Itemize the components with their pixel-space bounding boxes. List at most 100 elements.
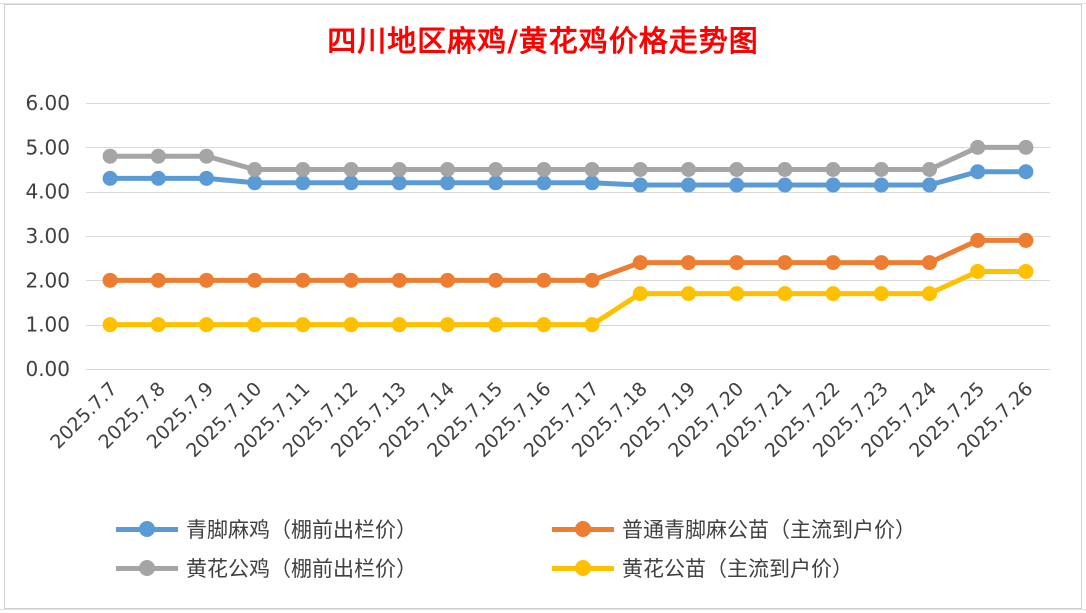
series-1-point-18[interactable] xyxy=(970,232,986,248)
legend-item-1[interactable]: 普通青脚麻公苗（主流到户价） xyxy=(552,515,916,543)
series-1-point-17[interactable] xyxy=(922,255,937,271)
series-0-point-2[interactable] xyxy=(199,170,214,186)
series-3-point-2[interactable] xyxy=(199,317,214,333)
legend-dot-1 xyxy=(575,521,591,537)
series-1-point-16[interactable] xyxy=(873,255,889,271)
series-0-point-6[interactable] xyxy=(391,175,407,191)
series-2-point-11[interactable] xyxy=(632,162,648,177)
series-0-point-8[interactable] xyxy=(488,175,504,191)
series-3-point-17[interactable] xyxy=(922,286,937,302)
y-tick-label-6: 6.00 xyxy=(25,91,70,115)
series-3-point-15[interactable] xyxy=(825,286,841,302)
series-2-point-15[interactable] xyxy=(825,162,841,177)
legend-marker-2 xyxy=(116,554,178,582)
legend-marker-1 xyxy=(552,515,614,543)
series-1-point-9[interactable] xyxy=(536,272,552,288)
legend-dot-2 xyxy=(139,560,155,576)
series-1-point-3[interactable] xyxy=(247,272,263,288)
series-2-point-6[interactable] xyxy=(391,162,407,177)
series-0-point-16[interactable] xyxy=(873,177,889,193)
series-2-point-18[interactable] xyxy=(970,139,986,155)
series-3-point-10[interactable] xyxy=(584,317,600,333)
series-0-point-12[interactable] xyxy=(681,177,696,193)
series-0 xyxy=(102,164,1034,193)
series-2-point-13[interactable] xyxy=(729,162,745,177)
legend-item-3[interactable]: 黄花公苗（主流到户价） xyxy=(552,554,853,582)
series-3-point-3[interactable] xyxy=(247,317,263,333)
series-0-point-18[interactable] xyxy=(970,164,986,180)
series-2-point-0[interactable] xyxy=(102,148,118,164)
series-1-point-6[interactable] xyxy=(391,272,407,288)
series-3-point-19[interactable] xyxy=(1018,263,1034,279)
series-line-0 xyxy=(107,169,1029,188)
series-line-1 xyxy=(107,237,1029,283)
series-3-point-11[interactable] xyxy=(632,286,648,302)
series-0-point-7[interactable] xyxy=(440,175,455,191)
series-1-point-1[interactable] xyxy=(150,272,166,288)
series-0-point-5[interactable] xyxy=(343,175,359,191)
series-1-point-19[interactable] xyxy=(1018,232,1034,248)
series-1-point-11[interactable] xyxy=(632,255,648,271)
chart-title: 四川地区麻鸡/黄花鸡价格走势图 xyxy=(327,24,759,58)
gridlines xyxy=(86,103,1050,370)
series-3-point-14[interactable] xyxy=(777,286,793,302)
series-2-point-5[interactable] xyxy=(343,162,359,177)
legend-marker-0 xyxy=(116,515,178,543)
series-3-point-8[interactable] xyxy=(488,317,504,333)
legend-item-0[interactable]: 青脚麻鸡（棚前出栏价） xyxy=(116,515,417,543)
series-1-point-15[interactable] xyxy=(825,255,841,271)
series-2-point-1[interactable] xyxy=(150,148,166,164)
series-0-point-14[interactable] xyxy=(777,177,793,193)
series-3-point-6[interactable] xyxy=(391,317,407,333)
series-0-point-1[interactable] xyxy=(150,170,166,186)
series-0-point-13[interactable] xyxy=(729,177,745,193)
series-3-point-0[interactable] xyxy=(102,317,118,333)
series-0-point-17[interactable] xyxy=(922,177,937,193)
y-tick-label-3: 3.00 xyxy=(25,224,70,248)
series-2-point-14[interactable] xyxy=(777,162,793,177)
series-3-point-4[interactable] xyxy=(295,317,311,333)
series-2-point-9[interactable] xyxy=(536,162,552,177)
series-0-point-0[interactable] xyxy=(102,170,118,186)
y-axis-ticks: 0.00 1.00 2.00 3.00 4.00 5.00 6.00 xyxy=(25,91,70,381)
series-1-point-10[interactable] xyxy=(584,272,600,288)
series-2-point-2[interactable] xyxy=(199,148,214,164)
series-2-point-3[interactable] xyxy=(247,162,263,177)
series-1-point-8[interactable] xyxy=(488,272,504,288)
series-0-point-4[interactable] xyxy=(295,175,311,191)
series-2-point-7[interactable] xyxy=(440,162,455,177)
series-2-point-8[interactable] xyxy=(488,162,504,177)
legend-item-2[interactable]: 黄花公鸡（棚前出栏价） xyxy=(116,554,417,582)
series-1-point-5[interactable] xyxy=(343,272,359,288)
series-3-point-16[interactable] xyxy=(873,286,889,302)
series-0-point-11[interactable] xyxy=(632,177,648,193)
legend-label-3: 黄花公苗（主流到户价） xyxy=(622,557,853,581)
series-0-point-19[interactable] xyxy=(1018,164,1034,180)
series-3-point-9[interactable] xyxy=(536,317,552,333)
series-3-point-1[interactable] xyxy=(150,317,166,333)
chart-area[interactable] xyxy=(4,4,1082,609)
series-3-point-18[interactable] xyxy=(970,263,986,279)
series-2-point-10[interactable] xyxy=(584,162,600,177)
series-1-point-7[interactable] xyxy=(440,272,455,288)
series-1-point-13[interactable] xyxy=(729,255,745,271)
series-0-point-3[interactable] xyxy=(247,175,263,191)
series-1-point-4[interactable] xyxy=(295,272,311,288)
series-1-point-0[interactable] xyxy=(102,272,118,288)
series-2-point-4[interactable] xyxy=(295,162,311,177)
series-1-point-12[interactable] xyxy=(681,255,696,271)
series-1-point-14[interactable] xyxy=(777,255,793,271)
series-3-point-7[interactable] xyxy=(440,317,455,333)
series-1-point-2[interactable] xyxy=(199,272,214,288)
series-3-point-13[interactable] xyxy=(729,286,745,302)
series-2-point-16[interactable] xyxy=(873,162,889,177)
series-3-point-12[interactable] xyxy=(681,286,696,302)
series-3-point-5[interactable] xyxy=(343,317,359,333)
series-0-point-10[interactable] xyxy=(584,175,600,191)
series-2-point-12[interactable] xyxy=(681,162,696,177)
series-0-point-9[interactable] xyxy=(536,175,552,191)
series-0-point-15[interactable] xyxy=(825,177,841,193)
series-2-point-17[interactable] xyxy=(922,162,937,177)
legend-label-0: 青脚麻鸡（棚前出栏价） xyxy=(186,518,417,542)
series-2-point-19[interactable] xyxy=(1018,139,1034,155)
